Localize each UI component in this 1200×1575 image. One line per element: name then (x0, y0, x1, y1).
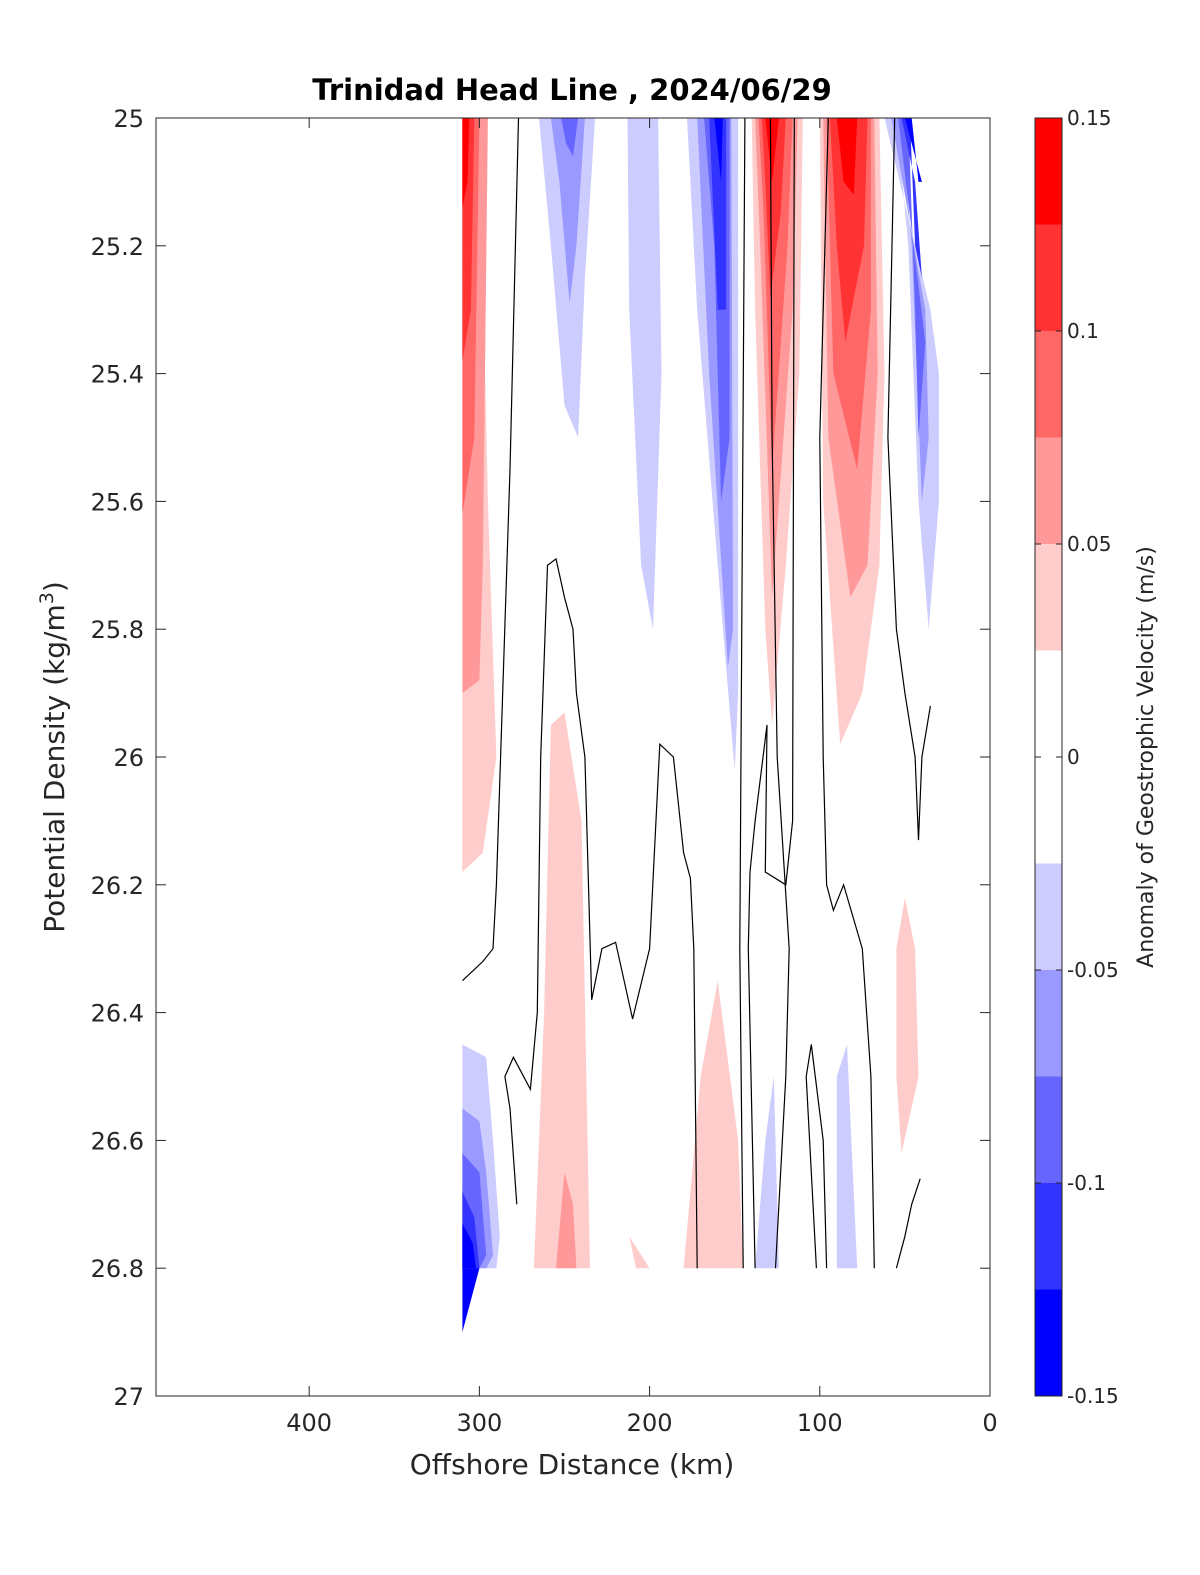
colorbar-swatches (1035, 118, 1062, 1396)
y-tick-label: 25 (113, 105, 144, 133)
colorbar-tick-label: -0.05 (1067, 958, 1119, 982)
x-axis-label: Offshore Distance (km) (410, 1448, 735, 1481)
colorbar-swatch-8 (1035, 1076, 1062, 1183)
contour-fill-23 (836, 118, 858, 195)
y-tick-label: 26.4 (91, 1000, 144, 1028)
colorbar-swatch-10 (1035, 1289, 1062, 1396)
colorbar-swatch-7 (1035, 970, 1062, 1077)
contour-fill-5 (539, 118, 596, 438)
colorbar-swatch-4 (1035, 544, 1062, 651)
y-axis-ticks: 25 25.2 25.4 25.6 25.8 26 26.2 26.4 26.6 26.8 27 (91, 105, 990, 1411)
contour-fill-33 (896, 897, 919, 1154)
zero-contour-7 (887, 118, 931, 841)
zero-contour-8 (895, 1178, 921, 1269)
contour-fill-17 (761, 118, 786, 297)
y-tick-label: 26 (113, 744, 144, 772)
contour-fill-4 (462, 118, 470, 208)
y-axis-label-main: Potential Density (kg/m (38, 604, 71, 933)
contour-fill-31 (683, 980, 744, 1269)
y-tick-label: 26.2 (91, 872, 144, 900)
colorbar-tick-label: -0.15 (1067, 1384, 1119, 1408)
chart-title: Trinidad Head Line , 2024/06/29 (312, 73, 832, 107)
colorbar-tick-label: 0.05 (1067, 532, 1112, 556)
contour-fill-26 (898, 118, 926, 438)
y-axis-label: Potential Density (kg/m3) (36, 581, 71, 933)
y-tick-label: 27 (113, 1383, 144, 1411)
contour-fill-28 (904, 118, 922, 182)
plot-area: 400 300 200 100 0 25 25.2 25.4 25.6 25.8 26 26.2 26… (91, 105, 998, 1437)
colorbar-swatch-1 (1035, 224, 1062, 331)
colorbar-tick-label: -0.1 (1067, 1171, 1106, 1195)
contour-fill-24 (884, 118, 939, 630)
zero-contour-4 (747, 118, 795, 1269)
contour-fill-7 (561, 118, 579, 157)
zero-contour-3 (769, 118, 790, 1269)
zero-contour-0 (461, 118, 520, 982)
y-tick-label: 26.8 (91, 1255, 144, 1283)
x-tick-label: 400 (286, 1409, 332, 1437)
contour-fill-8 (627, 118, 662, 630)
colorbar: 0.15 0.1 0.05 0 -0.05 -0.1 -0.15 (1034, 106, 1119, 1408)
filled-contours (462, 118, 939, 1333)
y-tick-label: 26.6 (91, 1127, 144, 1155)
zero-contour-6 (819, 118, 875, 1269)
contour-fill-41 (462, 1268, 480, 1333)
colorbar-ticks: 0.15 0.1 0.05 0 -0.05 -0.1 -0.15 (1035, 106, 1119, 1408)
contour-fill-34 (755, 1076, 779, 1269)
colorbar-swatch-0 (1035, 118, 1062, 225)
contour-fill-6 (550, 118, 585, 304)
contour-fill-22 (830, 118, 868, 342)
colorbar-tick-label: 0.15 (1067, 106, 1112, 130)
contour-fill-40 (462, 1223, 476, 1269)
zero-contour-lines (461, 118, 931, 1269)
y-axis-label-superscript: 3 (36, 592, 58, 604)
contour-fill-12 (709, 118, 727, 310)
x-tick-label: 100 (797, 1409, 843, 1437)
contour-fill-29 (533, 712, 590, 1269)
colorbar-swatch-6 (1035, 863, 1062, 970)
y-tick-label: 25.4 (91, 361, 144, 389)
contour-fill-35 (836, 1044, 858, 1269)
y-axis-label-suffix: ) (38, 581, 71, 592)
x-tick-label: 0 (982, 1409, 997, 1437)
contour-fill-30 (556, 1172, 577, 1269)
colorbar-swatch-9 (1035, 1183, 1062, 1290)
x-tick-label: 300 (456, 1409, 502, 1437)
contour-fill-27 (901, 118, 922, 278)
y-tick-label: 25.6 (91, 488, 144, 516)
contour-fill-18 (765, 118, 779, 182)
zero-contour-5 (805, 1044, 828, 1269)
zero-contour-1 (504, 557, 698, 1269)
y-tick-label: 25.2 (91, 233, 144, 261)
colorbar-tick-label: 0 (1067, 745, 1080, 769)
zero-contour-2 (739, 118, 746, 1269)
x-axis-ticks: 400 300 200 100 0 (286, 118, 998, 1437)
colorbar-swatch-3 (1035, 437, 1062, 544)
x-tick-label: 200 (627, 1409, 673, 1437)
y-tick-label: 25.8 (91, 616, 144, 644)
contour-fill-32 (629, 1236, 650, 1269)
colorbar-tick-label: 0.1 (1067, 319, 1099, 343)
colorbar-swatch-2 (1035, 331, 1062, 438)
colorbar-label: Anomaly of Geostrophic Velocity (m/s) (1134, 546, 1159, 968)
contour-fill-13 (714, 118, 723, 182)
